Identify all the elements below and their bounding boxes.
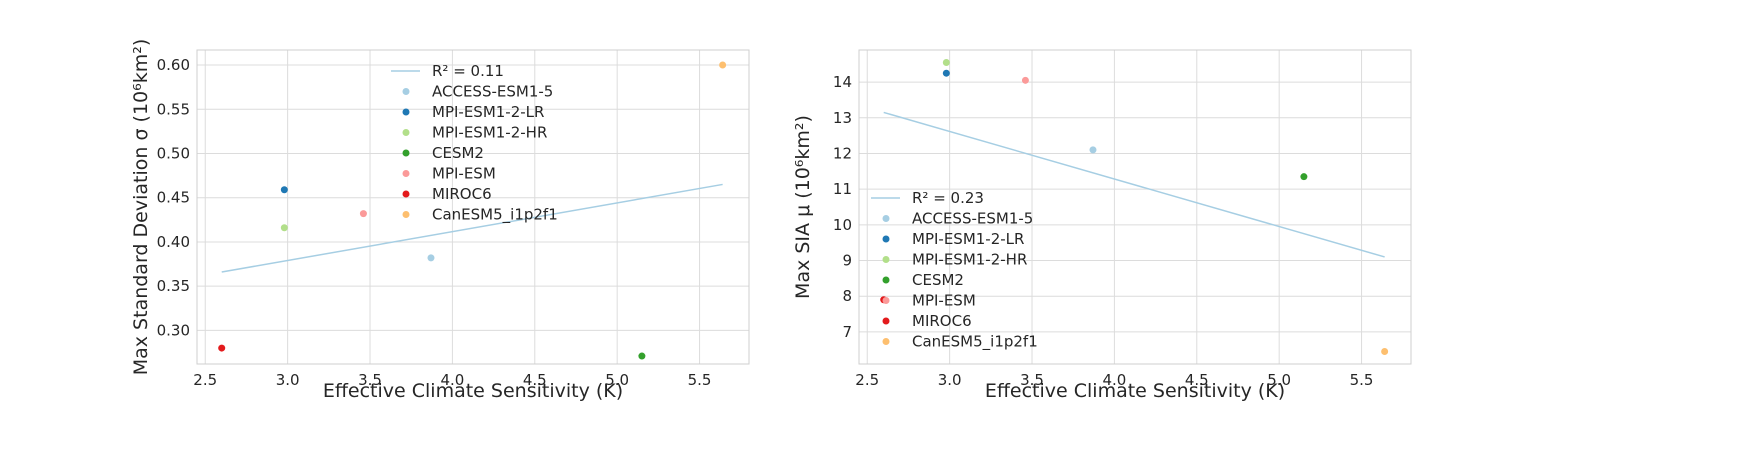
- legend-marker: [402, 149, 410, 157]
- plot-frame: [858, 49, 1412, 365]
- x-tick-label: 4.0: [1102, 371, 1126, 389]
- y-tick-label: 8: [842, 287, 852, 305]
- y-axis-label: Max SIA μ (10⁶km²): [792, 115, 814, 299]
- x-tick-label: 4.5: [1185, 371, 1209, 389]
- legend-marker: [402, 211, 410, 218]
- y-tick-label: 14: [833, 73, 852, 91]
- legend-marker: [882, 256, 890, 263]
- data-point: [1089, 146, 1097, 154]
- x-tick-label: 3.0: [276, 371, 300, 389]
- y-tick-label: 0.50: [157, 144, 190, 162]
- x-tick-label: 5.0: [1267, 371, 1291, 389]
- y-tick-label: 10: [833, 216, 852, 234]
- legend-label: MIROC6: [912, 312, 972, 330]
- legend-label: CanESM5_i1p2f1: [912, 333, 1038, 352]
- legend: R² = 0.11 ACCESS-ESM1-5 MPI-ESM1-2-LR MPI-E…: [391, 62, 558, 225]
- legend-label: ACCESS-ESM1-5: [432, 83, 553, 101]
- legend-marker: [882, 235, 890, 243]
- y-tick-label: 0.40: [157, 233, 190, 251]
- y-tick-label: 0.30: [157, 321, 190, 339]
- x-tick-label: 5.5: [688, 371, 712, 389]
- legend-label: CESM2: [912, 271, 964, 289]
- data-point: [942, 58, 950, 66]
- data-point: [638, 352, 646, 360]
- x-tick-label: 3.5: [1020, 371, 1044, 389]
- legend-marker: [402, 129, 410, 136]
- chart-panel-1: 2.5 3.0 3.5 4.0 4.5 5.0 5.5 0.30 0.35 0.40 0.45 0.5…: [130, 39, 750, 402]
- legend-marker: [882, 297, 890, 304]
- y-tick-label: 0.55: [157, 100, 190, 118]
- y-axis-label: Max Standard Deviation σ (10⁶km²): [130, 39, 152, 376]
- data-point: [280, 186, 288, 194]
- data-point: [1381, 348, 1389, 356]
- y-tick-label: 11: [833, 180, 852, 198]
- x-tick-label: 5.0: [605, 371, 629, 389]
- legend-label: MPI-ESM1-2-HR: [912, 251, 1027, 269]
- legend-label: MIROC6: [432, 185, 492, 203]
- x-tick-label: 3.5: [358, 371, 382, 389]
- legend-marker: [402, 170, 410, 177]
- regression-line: [883, 111, 1385, 258]
- legend-label: CanESM5_i1p2f1: [432, 206, 558, 225]
- legend-marker: [402, 88, 410, 95]
- legend-marker: [882, 215, 890, 222]
- legend-label: CESM2: [432, 144, 484, 162]
- data-point: [218, 344, 226, 352]
- y-tick-label: 0.45: [157, 189, 190, 207]
- legend-marker: [402, 108, 410, 116]
- legend-label: R² = 0.23: [912, 189, 984, 207]
- legend-label: MPI-ESM1-2-LR: [432, 103, 544, 121]
- legend-marker: [882, 317, 890, 325]
- x-tick-label: 5.5: [1350, 371, 1374, 389]
- x-tick-label: 2.5: [855, 371, 879, 389]
- legend-label: ACCESS-ESM1-5: [912, 210, 1033, 228]
- data-point: [942, 69, 950, 77]
- plot-frame: [196, 49, 750, 365]
- legend-label: MPI-ESM1-2-HR: [432, 124, 547, 142]
- legend-marker: [402, 190, 410, 198]
- legend-marker: [882, 338, 890, 345]
- data-point: [1300, 173, 1308, 181]
- legend: R² = 0.23 ACCESS-ESM1-5 MPI-ESM1-2-LR MPI-E…: [871, 189, 1038, 352]
- legend-label: R² = 0.11: [432, 62, 504, 80]
- x-tick-label: 4.5: [523, 371, 547, 389]
- y-tick-label: 7: [842, 323, 852, 341]
- legend-marker: [882, 276, 890, 284]
- legend-label: MPI-ESM: [432, 165, 496, 183]
- x-tick-label: 2.5: [193, 371, 217, 389]
- data-point: [1021, 76, 1029, 84]
- data-point: [359, 210, 367, 218]
- x-tick-label: 3.0: [938, 371, 962, 389]
- data-point: [427, 254, 435, 262]
- legend-label: MPI-ESM: [912, 292, 976, 310]
- x-axis-label: Effective Climate Sensitivity (K): [323, 380, 623, 402]
- y-tick-label: 0.35: [157, 277, 190, 295]
- y-tick-label: 0.60: [157, 56, 190, 74]
- x-axis-label: Effective Climate Sensitivity (K): [985, 380, 1285, 402]
- regression-line: [221, 183, 723, 273]
- y-tick-label: 13: [833, 109, 852, 127]
- chart-panel-2: 2.5 3.0 3.5 4.0 4.5 5.0 5.5 7 8 9 10 11 12 13 14 Effect…: [792, 49, 1412, 402]
- y-tick-label: 9: [842, 252, 852, 270]
- legend-label: MPI-ESM1-2-LR: [912, 230, 1024, 248]
- data-point: [719, 61, 727, 69]
- data-point: [280, 224, 288, 232]
- x-tick-label: 4.0: [440, 371, 464, 389]
- y-tick-label: 12: [833, 144, 852, 162]
